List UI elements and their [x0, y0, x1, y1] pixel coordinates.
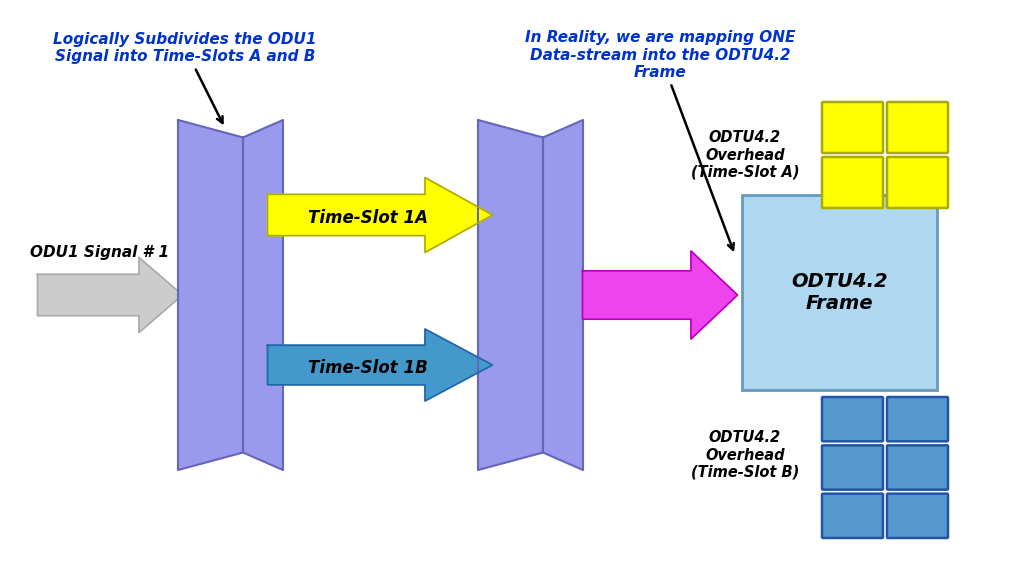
Polygon shape: [267, 329, 493, 401]
FancyBboxPatch shape: [887, 157, 948, 208]
Polygon shape: [38, 257, 182, 332]
Text: Time-Slot 1B: Time-Slot 1B: [308, 359, 428, 377]
FancyBboxPatch shape: [887, 397, 948, 441]
Polygon shape: [478, 120, 543, 470]
FancyBboxPatch shape: [822, 397, 883, 441]
Text: ODTU4.2
Frame: ODTU4.2 Frame: [792, 272, 888, 313]
Text: Logically Subdivides the ODU1
Signal into Time-Slots A and B: Logically Subdivides the ODU1 Signal int…: [53, 32, 316, 123]
Polygon shape: [583, 251, 737, 339]
FancyBboxPatch shape: [822, 445, 883, 490]
Polygon shape: [543, 120, 583, 470]
Polygon shape: [178, 120, 243, 470]
Text: In Reality, we are mapping ONE
Data-stream into the ODTU4.2
Frame: In Reality, we are mapping ONE Data-stre…: [525, 30, 796, 250]
FancyBboxPatch shape: [887, 494, 948, 538]
FancyBboxPatch shape: [822, 494, 883, 538]
Polygon shape: [267, 177, 493, 252]
FancyBboxPatch shape: [887, 445, 948, 490]
FancyBboxPatch shape: [742, 195, 937, 390]
Polygon shape: [243, 120, 283, 470]
FancyBboxPatch shape: [822, 102, 883, 153]
Text: ODTU4.2
Overhead
(Time-Slot A): ODTU4.2 Overhead (Time-Slot A): [691, 130, 800, 180]
Text: ODU1 Signal # 1: ODU1 Signal # 1: [30, 244, 169, 260]
Text: ODTU4.2
Overhead
(Time-Slot B): ODTU4.2 Overhead (Time-Slot B): [691, 430, 799, 480]
FancyBboxPatch shape: [822, 157, 883, 208]
Text: Time-Slot 1A: Time-Slot 1A: [308, 209, 428, 227]
FancyBboxPatch shape: [887, 102, 948, 153]
